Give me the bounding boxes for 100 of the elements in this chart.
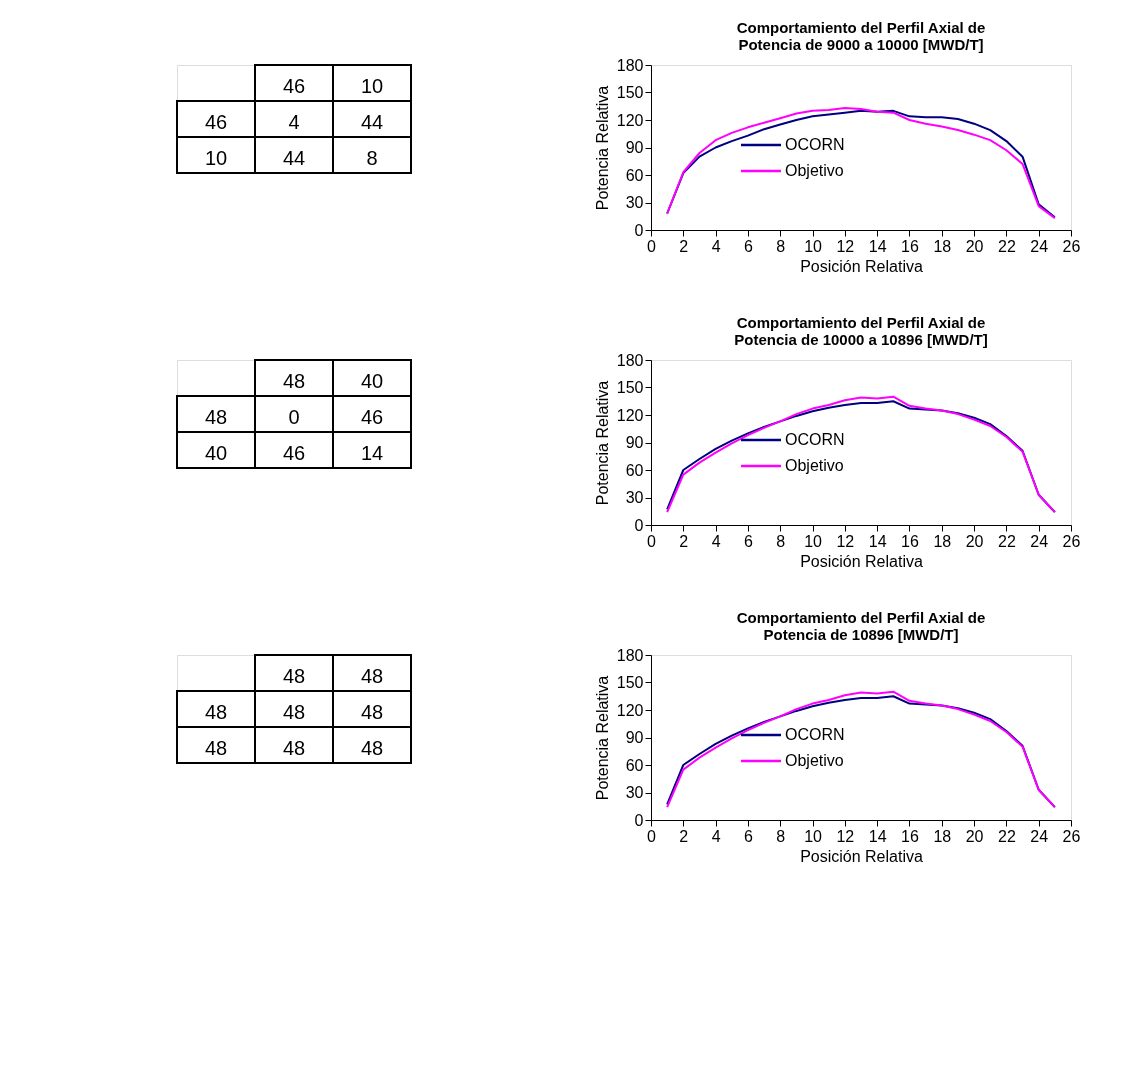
data-label: 48 [360, 700, 384, 723]
x-tick-label: 8 [776, 237, 786, 255]
x-tick-label: 10 [804, 532, 823, 550]
y-tick-label: 120 [616, 406, 644, 424]
x-tick-label: 10 [804, 827, 823, 845]
data-label: 48 [204, 736, 228, 759]
data-label: 48 [360, 736, 384, 759]
y-tick-label: 30 [625, 784, 644, 801]
data-label: 0 [288, 405, 300, 428]
chart-title: Comportamiento del Perfil Axial de Potencia de 10000 a 10896 [MWD/T] [734, 314, 988, 348]
legend-label: Objetivo [785, 752, 844, 769]
y-tick-label: 30 [625, 194, 644, 211]
x-tick-label: 8 [776, 827, 786, 845]
x-tick-label: 2 [679, 532, 689, 550]
x-tick-label: 18 [933, 532, 952, 550]
x-tick-label: 14 [868, 827, 887, 845]
x-tick-label: 20 [965, 532, 984, 550]
x-axis-title: Posición Relativa [800, 847, 923, 865]
x-tick-label: 26 [1062, 237, 1081, 255]
x-tick-label: 2 [679, 237, 689, 255]
data-label: 48 [282, 664, 306, 687]
data-label: 48 [204, 405, 228, 428]
x-tick-label: 24 [1030, 237, 1049, 255]
x-tick-label: 26 [1062, 827, 1081, 845]
data-label: 10 [204, 146, 228, 169]
x-tick-label: 22 [997, 237, 1016, 255]
x-tick-label: 24 [1030, 532, 1049, 550]
x-tick-label: 16 [901, 827, 919, 845]
x-tick-label: 18 [933, 237, 952, 255]
legend-label: Objetivo [785, 162, 844, 179]
data-label: 46 [282, 74, 306, 97]
x-tick-label: 6 [743, 827, 753, 845]
data-label: 14 [360, 441, 384, 464]
data-label: 44 [282, 146, 306, 169]
chart-title: Comportamiento del Perfil Axial de Potencia de 9000 a 10000 [MWD/T] [736, 19, 986, 53]
x-tick-label: 20 [965, 827, 984, 845]
x-tick-label: 22 [997, 827, 1016, 845]
x-tick-label: 22 [997, 532, 1016, 550]
data-label: 44 [360, 110, 384, 133]
y-tick-label: 0 [634, 516, 644, 534]
y-tick-label: 90 [625, 729, 644, 746]
legend-label: OCORN [785, 136, 845, 153]
y-axis-title: Potencia Relativa [593, 675, 611, 801]
data-label: 46 [204, 110, 228, 133]
x-axis-title: Posición Relativa [800, 552, 923, 570]
data-label: 46 [360, 405, 384, 428]
legend-label: OCORN [785, 431, 845, 448]
x-tick-label: 12 [836, 532, 855, 550]
x-tick-label: 24 [1030, 827, 1049, 845]
data-label: 8 [366, 146, 378, 169]
y-tick-label: 120 [616, 701, 644, 719]
x-tick-label: 0 [647, 827, 657, 845]
y-tick-label: 30 [625, 489, 644, 506]
x-tick-label: 4 [711, 532, 721, 550]
y-tick-label: 90 [625, 434, 644, 451]
x-tick-label: 16 [901, 237, 919, 255]
data-label: 48 [282, 736, 306, 759]
x-tick-label: 16 [901, 532, 919, 550]
data-label: 48 [282, 369, 306, 392]
x-tick-label: 18 [933, 827, 952, 845]
y-tick-label: 120 [616, 111, 644, 129]
y-tick-label: 90 [625, 139, 644, 156]
data-label: 48 [282, 700, 306, 723]
x-tick-label: 12 [836, 237, 855, 255]
y-axis-title: Potencia Relativa [593, 85, 611, 211]
y-tick-label: 0 [634, 221, 644, 239]
data-label: 48 [360, 664, 384, 687]
y-axis-title: Potencia Relativa [593, 380, 611, 506]
data-label: 4 [288, 110, 300, 133]
x-tick-label: 6 [743, 237, 753, 255]
x-tick-label: 0 [647, 237, 657, 255]
y-tick-label: 180 [616, 351, 644, 369]
y-tick-label: 150 [616, 84, 644, 101]
data-label: 46 [282, 441, 306, 464]
x-axis-title: Posición Relativa [800, 257, 923, 275]
y-tick-label: 0 [634, 811, 644, 829]
y-tick-label: 180 [616, 56, 644, 74]
y-tick-label: 180 [616, 646, 644, 664]
x-tick-label: 2 [679, 827, 689, 845]
x-tick-label: 10 [804, 237, 823, 255]
x-tick-label: 14 [868, 532, 887, 550]
data-label: 10 [360, 74, 384, 97]
y-tick-label: 60 [625, 461, 644, 479]
x-tick-label: 14 [868, 237, 887, 255]
chart-title: Comportamiento del Perfil Axial de Potencia de 10896 [MWD/T] [736, 609, 986, 643]
legend-label: Objetivo [785, 457, 844, 474]
x-tick-label: 4 [711, 827, 721, 845]
data-label: 40 [204, 441, 228, 464]
x-tick-label: 4 [711, 237, 721, 255]
legend-label: OCORN [785, 726, 845, 743]
x-tick-label: 20 [965, 237, 984, 255]
y-tick-label: 60 [625, 756, 644, 774]
data-label: 40 [360, 369, 384, 392]
x-tick-label: 12 [836, 827, 855, 845]
x-tick-label: 8 [776, 532, 786, 550]
x-tick-label: 6 [743, 532, 753, 550]
x-tick-label: 0 [647, 532, 657, 550]
data-label: 48 [204, 700, 228, 723]
y-tick-label: 150 [616, 674, 644, 691]
y-tick-label: 150 [616, 379, 644, 396]
